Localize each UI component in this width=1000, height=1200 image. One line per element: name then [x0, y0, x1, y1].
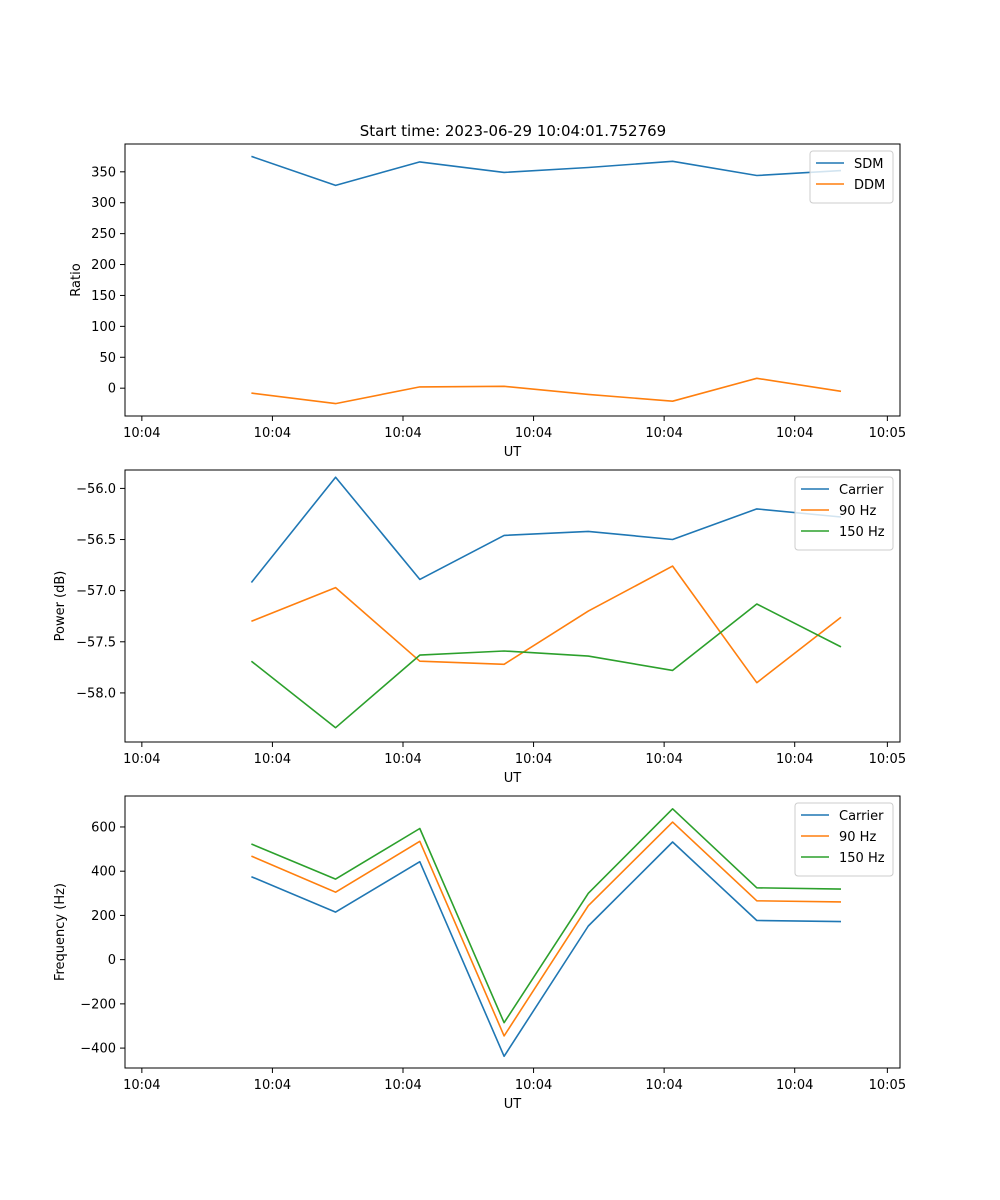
y-axis-label: Ratio — [69, 263, 84, 296]
x-tick-label: 10:05 — [869, 752, 906, 767]
series-lines — [251, 155, 842, 405]
x-tick-label: 10:04 — [645, 1078, 682, 1093]
x-tick-label: 10:04 — [254, 426, 291, 441]
chart-panel-3: 10:04 10:04 10:04 10:04 10:04 10:04 10:05 UT −40… — [53, 795, 906, 1112]
chart-panel-1: 10:04 10:04 10:04 10:04 10:04 10:04 10:05 UT 0 50… — [69, 143, 906, 460]
x-tick-label: 10:04 — [515, 752, 552, 767]
x-axis: 10:04 10:04 10:04 10:04 10:04 10:04 10:05 — [123, 1068, 906, 1093]
x-axis-label: UT — [504, 1097, 522, 1112]
y-tick-label: 0 — [108, 953, 116, 968]
y-tick-label: 150 — [91, 289, 116, 304]
x-tick-label: 10:04 — [384, 1078, 421, 1093]
series-line-carrier — [250, 476, 842, 583]
plot-frame — [124, 795, 901, 1069]
legend-label: 150 Hz — [839, 851, 885, 866]
x-axis: 10:04 10:04 10:04 10:04 10:04 10:04 10:05 — [123, 416, 906, 441]
y-tick-label: −57.5 — [76, 635, 116, 650]
y-tick-label: 300 — [91, 196, 116, 211]
chart-panel-2: 10:04 10:04 10:04 10:04 10:04 10:04 10:05 UT −58… — [53, 469, 906, 786]
series-line-150-hz — [250, 603, 842, 729]
figure-title: Start time: 2023-06-29 10:04:01.752769 — [360, 122, 666, 140]
y-tick-label: 200 — [91, 909, 116, 924]
y-tick-label: −56.5 — [76, 533, 116, 548]
y-axis: −58.0 −57.5 −57.0 −56.5 −56.0 — [76, 482, 125, 701]
series-line-150-hz — [251, 807, 842, 1024]
y-axis-label: Power (dB) — [53, 571, 68, 642]
y-tick-label: −400 — [80, 1042, 116, 1057]
x-tick-label: 10:05 — [869, 426, 906, 441]
y-tick-label: −58.0 — [76, 686, 116, 701]
y-tick-label: −200 — [80, 997, 116, 1012]
y-tick-label: 600 — [91, 820, 116, 835]
y-axis: −400 −200 0 200 400 600 — [80, 820, 125, 1057]
series-line-90-hz — [251, 565, 842, 684]
y-tick-label: 350 — [91, 165, 116, 180]
x-tick-label: 10:04 — [123, 752, 160, 767]
legend: Carrier 90 Hz 150 Hz — [794, 476, 894, 551]
x-tick-label: 10:04 — [515, 1078, 552, 1093]
x-tick-label: 10:04 — [384, 752, 421, 767]
x-tick-label: 10:04 — [515, 426, 552, 441]
legend-label: Carrier — [839, 809, 884, 824]
x-tick-label: 10:04 — [123, 1078, 160, 1093]
legend-label: Carrier — [839, 483, 884, 498]
x-tick-label: 10:04 — [776, 1078, 813, 1093]
x-tick-label: 10:04 — [123, 426, 160, 441]
y-tick-label: 0 — [108, 382, 116, 397]
legend-label: SDM — [854, 157, 883, 172]
legend-label: DDM — [854, 178, 885, 193]
x-tick-label: 10:04 — [645, 426, 682, 441]
legend: Carrier 90 Hz 150 Hz — [794, 802, 894, 877]
plot-frame — [124, 469, 901, 743]
x-tick-label: 10:04 — [384, 426, 421, 441]
y-tick-label: −56.0 — [76, 482, 116, 497]
y-tick-label: 200 — [91, 258, 116, 273]
series-line-carrier — [251, 841, 842, 1058]
x-tick-label: 10:04 — [776, 752, 813, 767]
y-tick-label: −57.0 — [76, 584, 116, 599]
series-lines — [250, 476, 842, 729]
y-tick-label: 100 — [91, 320, 116, 335]
plot-frame — [124, 143, 901, 417]
series-line-90-hz — [251, 821, 842, 1037]
legend-box — [809, 150, 894, 204]
x-tick-label: 10:04 — [254, 752, 291, 767]
x-axis-label: UT — [504, 771, 522, 786]
y-axis: 0 50 100 150 200 250 300 350 — [91, 165, 125, 397]
x-tick-label: 10:04 — [254, 1078, 291, 1093]
x-axis: 10:04 10:04 10:04 10:04 10:04 10:04 10:05 — [123, 742, 906, 767]
x-tick-label: 10:05 — [869, 1078, 906, 1093]
x-tick-label: 10:04 — [776, 426, 813, 441]
series-lines — [251, 807, 842, 1058]
x-tick-label: 10:04 — [645, 752, 682, 767]
chart-panels: 10:04 10:04 10:04 10:04 10:04 10:04 10:05 UT 0 50… — [53, 143, 906, 1112]
y-axis-label: Frequency (Hz) — [53, 883, 68, 981]
y-tick-label: 400 — [91, 865, 116, 880]
legend-label: 90 Hz — [839, 504, 876, 519]
legend-label: 150 Hz — [839, 525, 885, 540]
legend: SDM DDM — [809, 150, 894, 204]
legend-label: 90 Hz — [839, 830, 876, 845]
series-line-ddm — [251, 377, 842, 405]
y-tick-label: 250 — [91, 227, 116, 242]
y-tick-label: 50 — [99, 351, 116, 366]
x-axis-label: UT — [504, 445, 522, 460]
series-line-sdm — [251, 155, 842, 187]
